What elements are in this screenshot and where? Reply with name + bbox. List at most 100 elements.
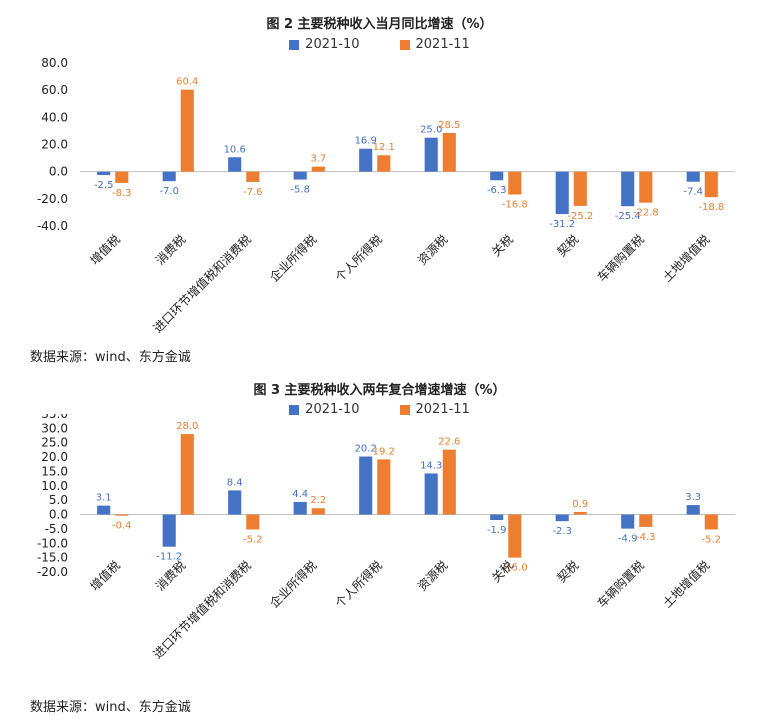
chart-legend: 2021-10 2021-11 [0,402,759,417]
y-tick-label: -20.0 [37,192,68,206]
y-tick-label: 20.0 [41,138,68,152]
bar-series-1 [228,157,242,172]
bar-series-2 [246,171,260,182]
y-tick-label: -40.0 [37,219,68,233]
legend-swatch [399,39,410,50]
y-tick-label: 15.0 [41,464,68,478]
category-label: 增值税 [87,232,123,268]
legend-swatch [289,404,300,415]
bar-series-2 [508,514,522,558]
data-label: -7.4 [683,187,703,198]
legend-item-series-2: 2021-11 [399,402,470,417]
category-label: 企业所得税 [266,232,319,285]
bar-series-2 [704,171,718,198]
data-label: 28.0 [176,421,198,432]
data-label: 25.0 [420,125,442,136]
data-label: 12.1 [373,142,395,153]
bar-series-2 [311,508,325,515]
category-label: 土地增值税 [659,232,712,285]
category-label: 契税 [554,558,581,585]
bar-series-1 [359,148,373,172]
bar-series-1 [555,171,569,215]
category-label: 车辆购置税 [594,558,647,611]
category-label: 资源税 [415,232,450,267]
bar-series-2 [377,459,391,515]
legend-item-series-1: 2021-10 [289,402,360,417]
bar-series-1 [97,171,111,176]
bar-series-2 [377,155,391,172]
bar-series-2 [180,434,194,515]
bar-series-1 [228,490,242,515]
data-label: -5.2 [243,534,263,545]
chart-panel-1: 图 2 主要税种收入当月同比增速（%） 2021-10 2021-11 80.0… [0,17,759,365]
data-label: 28.5 [438,120,460,131]
data-label: 4.4 [292,489,308,500]
bar-series-1 [555,514,569,522]
y-tick-label: -15.0 [37,551,68,565]
bar-chart-2: 35.030.025.020.015.010.05.00.0-5.0-10.0-… [37,414,735,661]
data-label: 22.6 [438,437,460,448]
bar-series-1 [621,171,635,207]
y-tick-label: 35.0 [41,414,68,421]
chart-legend: 2021-10 2021-11 [0,37,759,52]
chart-title: 图 3 主要税种收入两年复合增速增速（%） [253,383,506,398]
bar-series-1 [162,514,176,547]
bar-series-1 [424,473,438,515]
category-label: 个人所得税 [332,232,385,285]
bar-series-1 [490,171,504,181]
category-label: 关税 [489,232,516,259]
data-label: 3.7 [310,154,326,165]
data-label: -11.2 [156,552,182,563]
bar-series-2 [180,89,194,172]
bar-series-1 [293,501,307,515]
y-tick-label: 0.0 [49,165,68,179]
bar-series-1 [293,171,307,180]
bar-series-2 [442,132,456,172]
data-label: -25.2 [567,211,593,222]
source-note: 数据来源：wind、东方金诚 [30,350,191,365]
y-tick-label: 0.0 [49,508,68,522]
category-label: 土地增值税 [659,558,712,611]
chart-title: 图 2 主要税种收入当月同比增速（%） [266,17,493,32]
category-label: 消费税 [153,558,188,593]
legend-label: 2021-10 [305,402,360,417]
legend-item-series-2: 2021-11 [399,37,470,52]
bar-series-2 [704,514,718,530]
data-label: -1.9 [487,525,507,536]
data-label: -0.4 [112,521,132,532]
data-label: -4.3 [636,532,656,543]
data-label: -31.2 [549,219,575,230]
data-label: -5.8 [290,185,310,196]
data-label: 14.3 [420,460,442,471]
bar-series-2 [311,166,325,172]
bar-series-2 [573,511,587,515]
y-tick-label: 80.0 [41,56,68,70]
bar-series-1 [686,171,700,182]
legend-swatch [289,39,300,50]
source-note: 数据来源：wind、东方金诚 [30,700,191,715]
category-label: 企业所得税 [266,558,319,611]
data-label: -7.0 [159,186,179,197]
data-label: 19.2 [373,446,395,457]
y-tick-label: 20.0 [41,450,68,464]
data-label: 20.2 [355,444,377,455]
chart-panel-2: 图 3 主要税种收入两年复合增速增速（%） 2021-10 2021-11 35… [0,370,759,720]
data-label: -2.3 [552,526,572,537]
data-label: -25.4 [615,211,641,222]
data-label: 16.9 [355,136,377,147]
y-tick-label: -20.0 [37,565,68,579]
category-label: 个人所得税 [332,558,385,611]
y-tick-label: -10.0 [37,536,68,550]
y-tick-label: 30.0 [41,421,68,435]
category-label: 增值税 [87,558,123,594]
data-label: -22.8 [633,208,659,219]
data-label: -18.8 [698,202,724,213]
data-label: 10.6 [224,144,246,155]
category-label: 契税 [554,232,581,259]
bar-chart-1: 80.0 60.0 40.0 20.0 0.0 -20.0 -40.0 -2.5-8.3 增值税… [37,56,735,335]
data-label: 3.1 [96,493,112,504]
bar-series-2 [573,171,587,206]
y-tick-label: 25.0 [41,436,68,450]
data-label: 2.2 [310,495,326,506]
bar-series-1 [621,514,635,529]
